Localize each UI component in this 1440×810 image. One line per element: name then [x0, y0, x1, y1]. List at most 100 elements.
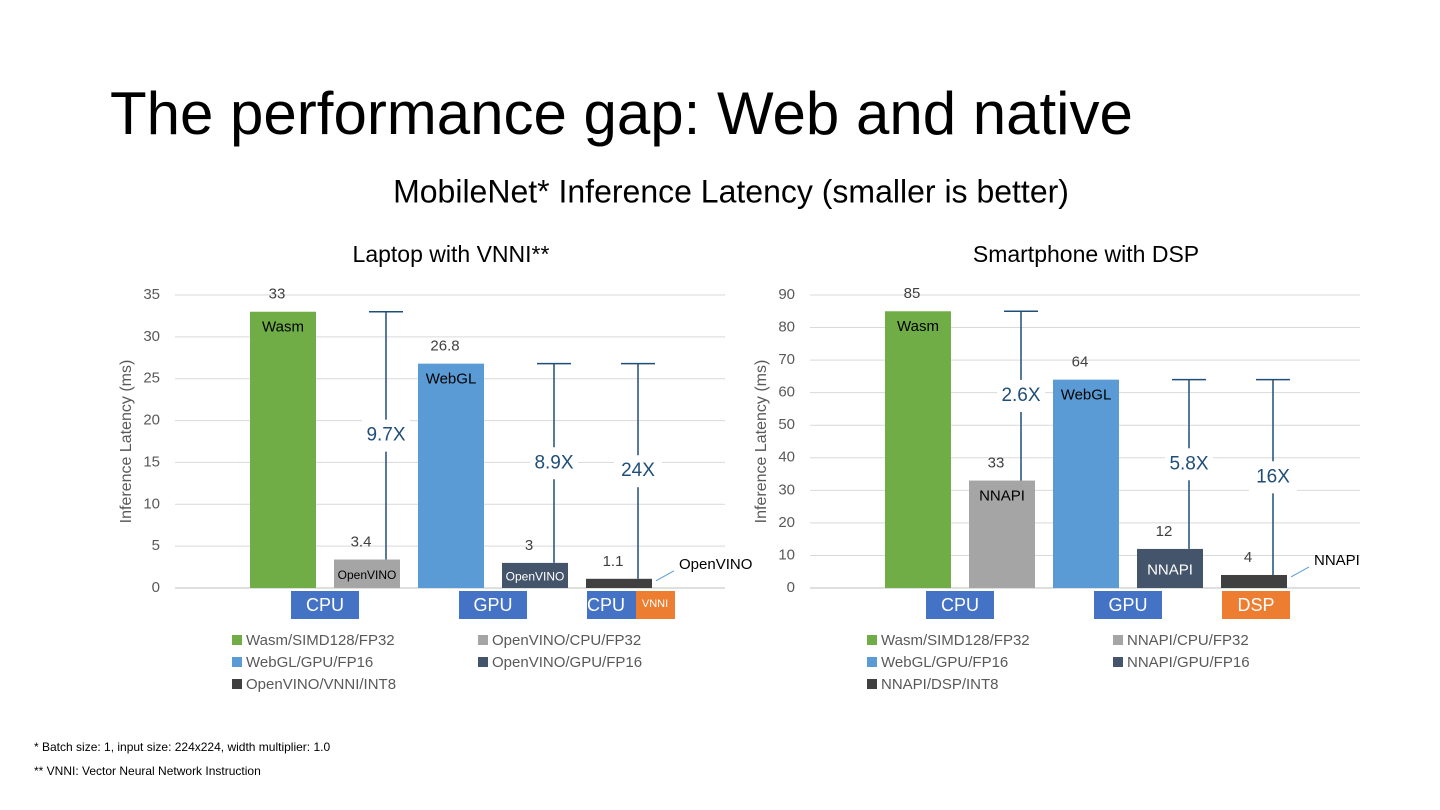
- y-axis-label: Inference Latency (ms): [753, 360, 770, 524]
- gap-label: 24X: [621, 460, 655, 481]
- y-tick-label: 80: [778, 319, 795, 336]
- y-tick-label: 10: [778, 546, 795, 563]
- legend-swatch: [232, 635, 242, 645]
- gap-label-bg: [1249, 461, 1297, 494]
- bar: [250, 311, 316, 588]
- y-tick-label: 60: [778, 384, 795, 401]
- legend-label: NNAPI/DSP/INT8: [881, 676, 999, 693]
- gap-label-bg: [997, 379, 1045, 412]
- chart-title: Smartphone with DSP: [973, 241, 1199, 267]
- group-badge: [636, 591, 675, 619]
- group-label: CPU: [941, 595, 979, 615]
- y-tick-label: 5: [152, 537, 160, 554]
- legend-label: OpenVINO/GPU/FP16: [492, 654, 642, 671]
- bar-label: WebGL: [426, 371, 477, 388]
- y-tick-label: 50: [778, 416, 795, 433]
- gap-label: 9.7X: [366, 425, 405, 446]
- y-tick-label: 70: [778, 351, 795, 368]
- slide-title: The performance gap: Web and native: [110, 80, 1133, 147]
- legend-swatch: [478, 657, 488, 667]
- value-label: 3: [525, 537, 533, 554]
- legend-label: Wasm/SIMD128/FP32: [246, 632, 395, 649]
- gap-label-bg: [362, 419, 410, 452]
- bar-label: NNAPI: [979, 488, 1025, 505]
- bar: [1137, 548, 1203, 588]
- value-label: 33: [269, 286, 286, 303]
- legend-swatch: [232, 679, 242, 689]
- legend-label: OpenVINO/VNNI/INT8: [246, 676, 396, 693]
- bar: [1221, 574, 1287, 588]
- legend-label: NNAPI/CPU/FP32: [1127, 632, 1249, 649]
- group-label: CPU: [306, 595, 344, 615]
- group-badge-label: VNNI: [642, 598, 668, 610]
- legend-swatch: [1113, 657, 1123, 667]
- bar: [502, 562, 568, 588]
- legend-label: NNAPI/GPU/FP16: [1127, 654, 1250, 671]
- gap-label-bg: [530, 447, 578, 480]
- bar: [586, 578, 652, 588]
- group-box: [926, 591, 994, 619]
- chart-title: Laptop with VNNI**: [353, 241, 550, 267]
- bar-label: WebGL: [1061, 387, 1112, 404]
- bar: [334, 559, 400, 588]
- gap-label: 8.9X: [534, 452, 573, 473]
- callout-line: [1290, 566, 1310, 578]
- bar: [885, 311, 951, 588]
- value-label: 33: [988, 455, 1005, 472]
- bar: [1053, 379, 1119, 588]
- group-label: GPU: [1108, 595, 1147, 615]
- group-box: [291, 591, 359, 619]
- legend-swatch: [1113, 635, 1123, 645]
- bar-label: NNAPI: [1147, 561, 1193, 578]
- legend-swatch: [867, 657, 877, 667]
- y-tick-label: 0: [152, 579, 160, 596]
- legend-label: OpenVINO/CPU/FP32: [492, 632, 641, 649]
- value-label: 12: [1156, 523, 1173, 540]
- y-tick-label: 40: [778, 449, 795, 466]
- gap-label: 2.6X: [1001, 385, 1040, 406]
- y-tick-label: 10: [143, 495, 160, 512]
- legend-label: WebGL/GPU/FP16: [881, 654, 1008, 671]
- value-label: 85: [904, 285, 921, 302]
- y-tick-label: 90: [778, 286, 795, 303]
- y-tick-label: 15: [143, 453, 160, 470]
- y-tick-label: 30: [778, 481, 795, 498]
- bar: [418, 363, 484, 588]
- y-axis-label: Inference Latency (ms): [118, 360, 135, 524]
- y-tick-label: 0: [787, 579, 795, 596]
- y-tick-label: 20: [778, 514, 795, 531]
- legend-swatch: [478, 635, 488, 645]
- bar-label: OpenVINO: [679, 556, 752, 573]
- value-label: 4: [1244, 549, 1252, 566]
- group-label: DSP: [1237, 595, 1274, 615]
- footnote: * Batch size: 1, input size: 224x224, wi…: [34, 740, 330, 754]
- gap-label: 16X: [1256, 466, 1290, 487]
- bar-label: OpenVINO: [506, 570, 565, 584]
- group-box: [459, 591, 527, 619]
- legend-swatch: [867, 635, 877, 645]
- legend-label: Wasm/SIMD128/FP32: [881, 632, 1030, 649]
- gap-label: 5.8X: [1169, 453, 1208, 474]
- group-label: GPU: [473, 595, 512, 615]
- value-label: 3.4: [351, 534, 372, 551]
- group-box: [1094, 591, 1162, 619]
- y-tick-label: 30: [143, 328, 160, 345]
- value-label: 64: [1072, 354, 1089, 371]
- gap-label-bg: [614, 455, 662, 488]
- bar-label: Wasm: [897, 318, 939, 335]
- gap-label-bg: [1165, 448, 1213, 481]
- bar-label: NNAPI: [1314, 552, 1360, 569]
- bar-label: OpenVINO: [338, 568, 397, 582]
- group-box: [1222, 591, 1290, 619]
- bar: [969, 480, 1035, 588]
- legend-swatch: [867, 679, 877, 689]
- bar-label: Wasm: [262, 319, 304, 336]
- slide-subtitle: MobileNet* Inference Latency (smaller is…: [393, 173, 1069, 209]
- y-tick-label: 25: [143, 370, 160, 387]
- value-label: 26.8: [430, 338, 459, 355]
- y-tick-label: 35: [143, 286, 160, 303]
- footnote: ** VNNI: Vector Neural Network Instructi…: [34, 764, 261, 778]
